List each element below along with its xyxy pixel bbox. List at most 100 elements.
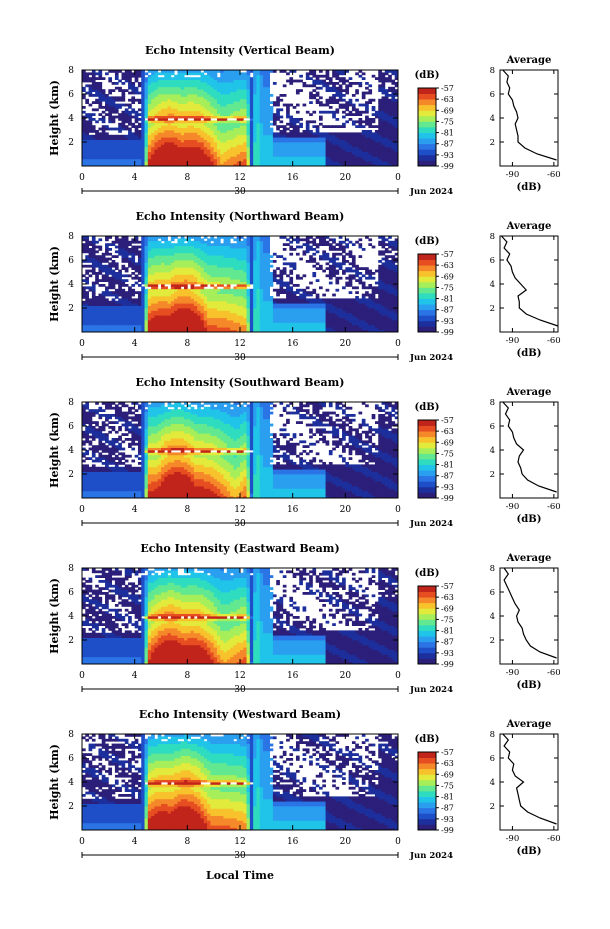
heatmap-cell: [85, 127, 89, 131]
heatmap-cell: [180, 322, 185, 326]
heatmap-cell: [213, 320, 218, 323]
heatmap-cell: [161, 274, 165, 278]
heatmap-cell: [177, 74, 182, 78]
heatmap-cell: [230, 322, 234, 326]
heatmap-cell: [332, 139, 336, 143]
heatmap-cell: [88, 103, 93, 107]
heatmap-cell: [213, 91, 218, 95]
heatmap-cell: [345, 149, 350, 152]
heatmap-cell: [378, 161, 382, 164]
heatmap-cell: [82, 274, 86, 278]
heatmap-cell: [167, 298, 172, 302]
heatmap-cell: [144, 106, 149, 109]
heatmap-cell: [111, 115, 116, 119]
heatmap-cell: [338, 72, 343, 76]
heatmap-cell: [319, 137, 323, 140]
heatmap-cell: [111, 118, 116, 121]
heatmap-cell: [144, 329, 149, 333]
heatmap-cell: [154, 149, 159, 152]
heatmap-cell: [394, 101, 399, 104]
heatmap-cell: [128, 86, 132, 90]
heatmap-cell: [220, 108, 224, 112]
heatmap-cell: [177, 257, 182, 261]
heatmap-cell: [91, 125, 96, 128]
heatmap-cell: [322, 161, 326, 164]
heatmap-cell: [203, 260, 208, 263]
heatmap-cell: [157, 94, 162, 97]
heatmap-cell: [381, 154, 386, 157]
heatmap-cell: [299, 125, 303, 128]
heatmap-cell: [299, 134, 303, 138]
heatmap-cell: [342, 134, 346, 138]
heatmap-cell: [85, 125, 89, 128]
heatmap-cell: [161, 291, 165, 294]
heatmap-cell: [240, 146, 244, 150]
heatmap-cell: [174, 329, 178, 333]
heatmap-cell: [384, 144, 389, 148]
heatmap-cell: [328, 161, 333, 164]
heatmap-cell: [144, 122, 149, 126]
heatmap-cell: [243, 79, 247, 83]
heatmap-cell: [124, 156, 129, 160]
heatmap-cell: [223, 72, 228, 76]
heatmap-cell: [184, 310, 188, 314]
heatmap-cell: [124, 257, 129, 261]
heatmap-cell: [108, 120, 113, 124]
heatmap-cell: [177, 96, 182, 100]
heatmap-cell: [328, 134, 333, 138]
heatmap-cell: [174, 252, 178, 256]
heatmap-cell: [236, 72, 241, 76]
heatmap-cell: [213, 272, 218, 275]
heatmap-cell: [388, 149, 392, 152]
heatmap-cell: [108, 115, 113, 119]
heatmap-cell: [105, 134, 109, 138]
heatmap-cell: [378, 154, 382, 157]
heatmap-cell: [256, 118, 261, 121]
heatmap-cell: [286, 144, 290, 148]
heatmap-cell: [164, 77, 168, 80]
heatmap-cell: [263, 156, 267, 160]
heatmap-cell: [121, 89, 126, 92]
heatmap-cell: [223, 317, 228, 321]
heatmap-cell: [236, 264, 241, 268]
heatmap-cell: [164, 89, 168, 92]
colorbar-tick-label: -75: [441, 117, 454, 126]
heatmap-cell: [161, 130, 165, 133]
heatmap-cell: [128, 120, 132, 124]
heatmap-cell: [223, 144, 228, 148]
heatmap-cell: [266, 110, 271, 114]
heatmap-cell: [233, 108, 238, 112]
heatmap-cell: [88, 144, 93, 148]
heatmap-cell: [180, 305, 185, 309]
x-axis-label: Local Time: [206, 869, 274, 882]
heatmap-cell: [236, 310, 241, 314]
heatmap-cell: [144, 163, 149, 167]
heatmap-cell: [184, 248, 188, 251]
heatmap-cell: [243, 77, 247, 80]
heatmap-cell: [322, 142, 326, 145]
heatmap-cell: [144, 255, 149, 258]
heatmap-cell: [253, 96, 257, 100]
heatmap-cell: [384, 79, 389, 83]
heatmap-cell: [184, 281, 188, 285]
heatmap-cell: [111, 144, 116, 148]
heatmap-cell: [226, 240, 231, 244]
heatmap-cell: [216, 274, 221, 278]
heatmap-cell: [167, 154, 172, 157]
heatmap-cell: [213, 310, 218, 314]
heatmap-cell: [213, 238, 218, 242]
heatmap-cell: [91, 288, 96, 292]
heatmap-cell: [190, 262, 195, 266]
heatmap-cell: [259, 158, 264, 162]
heatmap-cell: [246, 252, 251, 256]
heatmap-cell: [157, 255, 162, 258]
heatmap-cell: [207, 132, 211, 136]
heatmap-cell: [351, 106, 356, 109]
heatmap-cell: [184, 89, 188, 92]
heatmap-cell: [246, 137, 251, 140]
heatmap-cell: [98, 70, 103, 73]
heatmap-cell: [190, 243, 195, 246]
heatmap-cell: [200, 98, 205, 102]
heatmap-cell: [368, 91, 373, 95]
heatmap-cell: [220, 279, 224, 282]
